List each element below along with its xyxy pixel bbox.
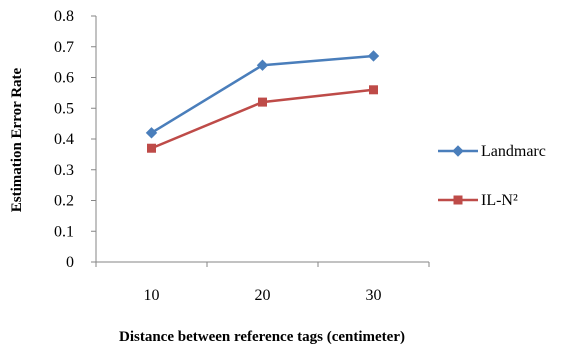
series-layer xyxy=(145,50,380,153)
legend: Landmarc IL-N² xyxy=(438,143,546,209)
y-tick-label: 0.5 xyxy=(54,100,74,117)
y-tick-label: 0.4 xyxy=(54,131,74,148)
y-tick-label: 0.6 xyxy=(54,70,74,87)
data-point xyxy=(367,50,380,62)
y-tick-label: 0.2 xyxy=(54,193,74,210)
series-1 xyxy=(145,50,380,139)
data-point xyxy=(256,59,269,71)
x-axis: 10 20 30 xyxy=(95,261,430,304)
y-tick-label: 0.1 xyxy=(54,223,74,240)
legend-label: Landmarc xyxy=(481,143,546,160)
y-tick-label: 0.7 xyxy=(54,39,74,56)
legend-label: IL-N² xyxy=(481,192,518,209)
x-axis-title: Distance between reference tags (centime… xyxy=(119,329,405,345)
data-point xyxy=(145,127,158,139)
legend-swatch-marker xyxy=(453,195,463,205)
x-tick-label: 20 xyxy=(255,287,271,304)
legend-item: IL-N² xyxy=(438,192,518,209)
data-point xyxy=(258,97,267,107)
y-axis: 0 0.1 0.2 0.3 0.4 0.5 0.6 0.7 0.8 xyxy=(54,8,97,271)
y-axis-title: Estimation Error Rate xyxy=(9,67,25,212)
y-tick-label: 0.3 xyxy=(54,162,74,179)
legend-item: Landmarc xyxy=(438,143,546,160)
x-tick-label: 30 xyxy=(366,287,382,304)
data-point xyxy=(147,143,156,153)
data-point xyxy=(369,85,378,95)
y-tick-label: 0.8 xyxy=(54,8,74,25)
legend-swatch-marker xyxy=(452,145,464,157)
x-tick-label: 10 xyxy=(144,287,160,304)
y-tick-label: 0 xyxy=(66,254,74,271)
series-2 xyxy=(147,85,378,153)
